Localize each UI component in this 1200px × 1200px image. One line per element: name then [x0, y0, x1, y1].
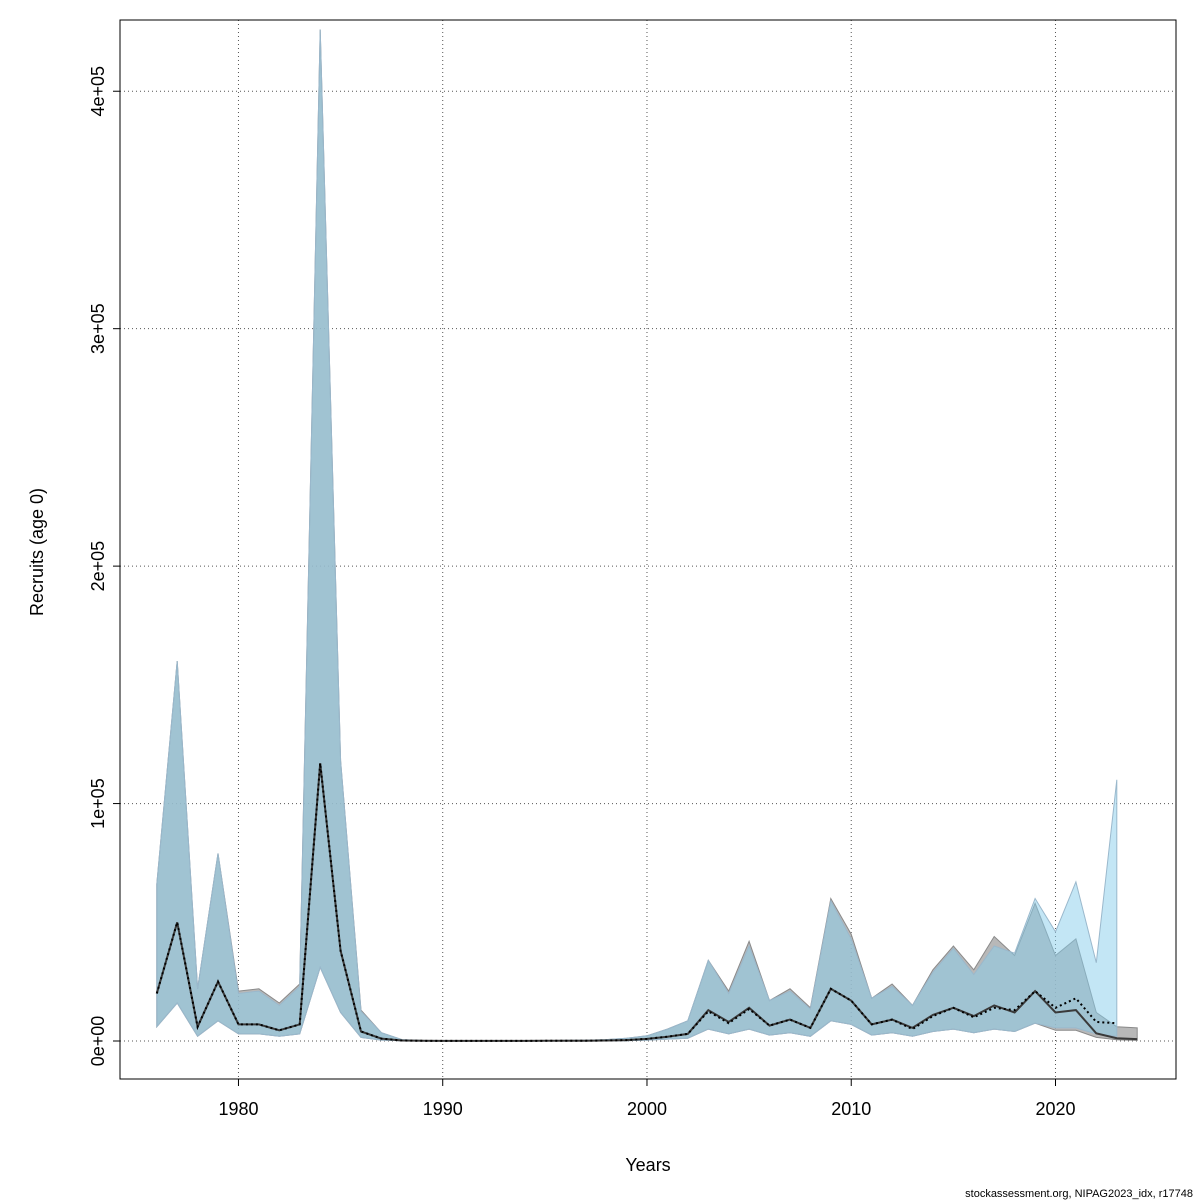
- grid: [120, 20, 1176, 1079]
- x-axis-label: Years: [625, 1155, 670, 1175]
- x-tick-label: 1980: [218, 1099, 258, 1119]
- confidence-band-2: [156, 29, 1118, 1042]
- estimate-line-2: [155, 763, 1117, 1042]
- y-tick-label: 4e+05: [88, 66, 108, 117]
- confidence-bands: [156, 29, 1138, 1042]
- y-tick-label: 2e+05: [88, 541, 108, 592]
- y-axis: 0e+00 1e+05 2e+05 3e+05 4e+05: [88, 66, 120, 1066]
- x-tick-label: 1990: [423, 1099, 463, 1119]
- x-tick-label: 2000: [627, 1099, 667, 1119]
- y-tick-label: 1e+05: [88, 778, 108, 829]
- footer-credit: stockassessment.org, NIPAG2023_idx, r177…: [965, 1188, 1193, 1200]
- plot-frame: [119, 19, 1177, 1080]
- x-tick-label: 2010: [831, 1099, 871, 1119]
- estimate-lines: [155, 763, 1138, 1042]
- y-tick-label: 0e+00: [88, 1016, 108, 1067]
- y-axis-label: Recruits (age 0): [27, 488, 47, 616]
- x-axis: 1980 1990 2000 2010 2020: [218, 1078, 1076, 1119]
- y-tick-label: 3e+05: [88, 303, 108, 354]
- x-tick-label: 2020: [1035, 1099, 1075, 1119]
